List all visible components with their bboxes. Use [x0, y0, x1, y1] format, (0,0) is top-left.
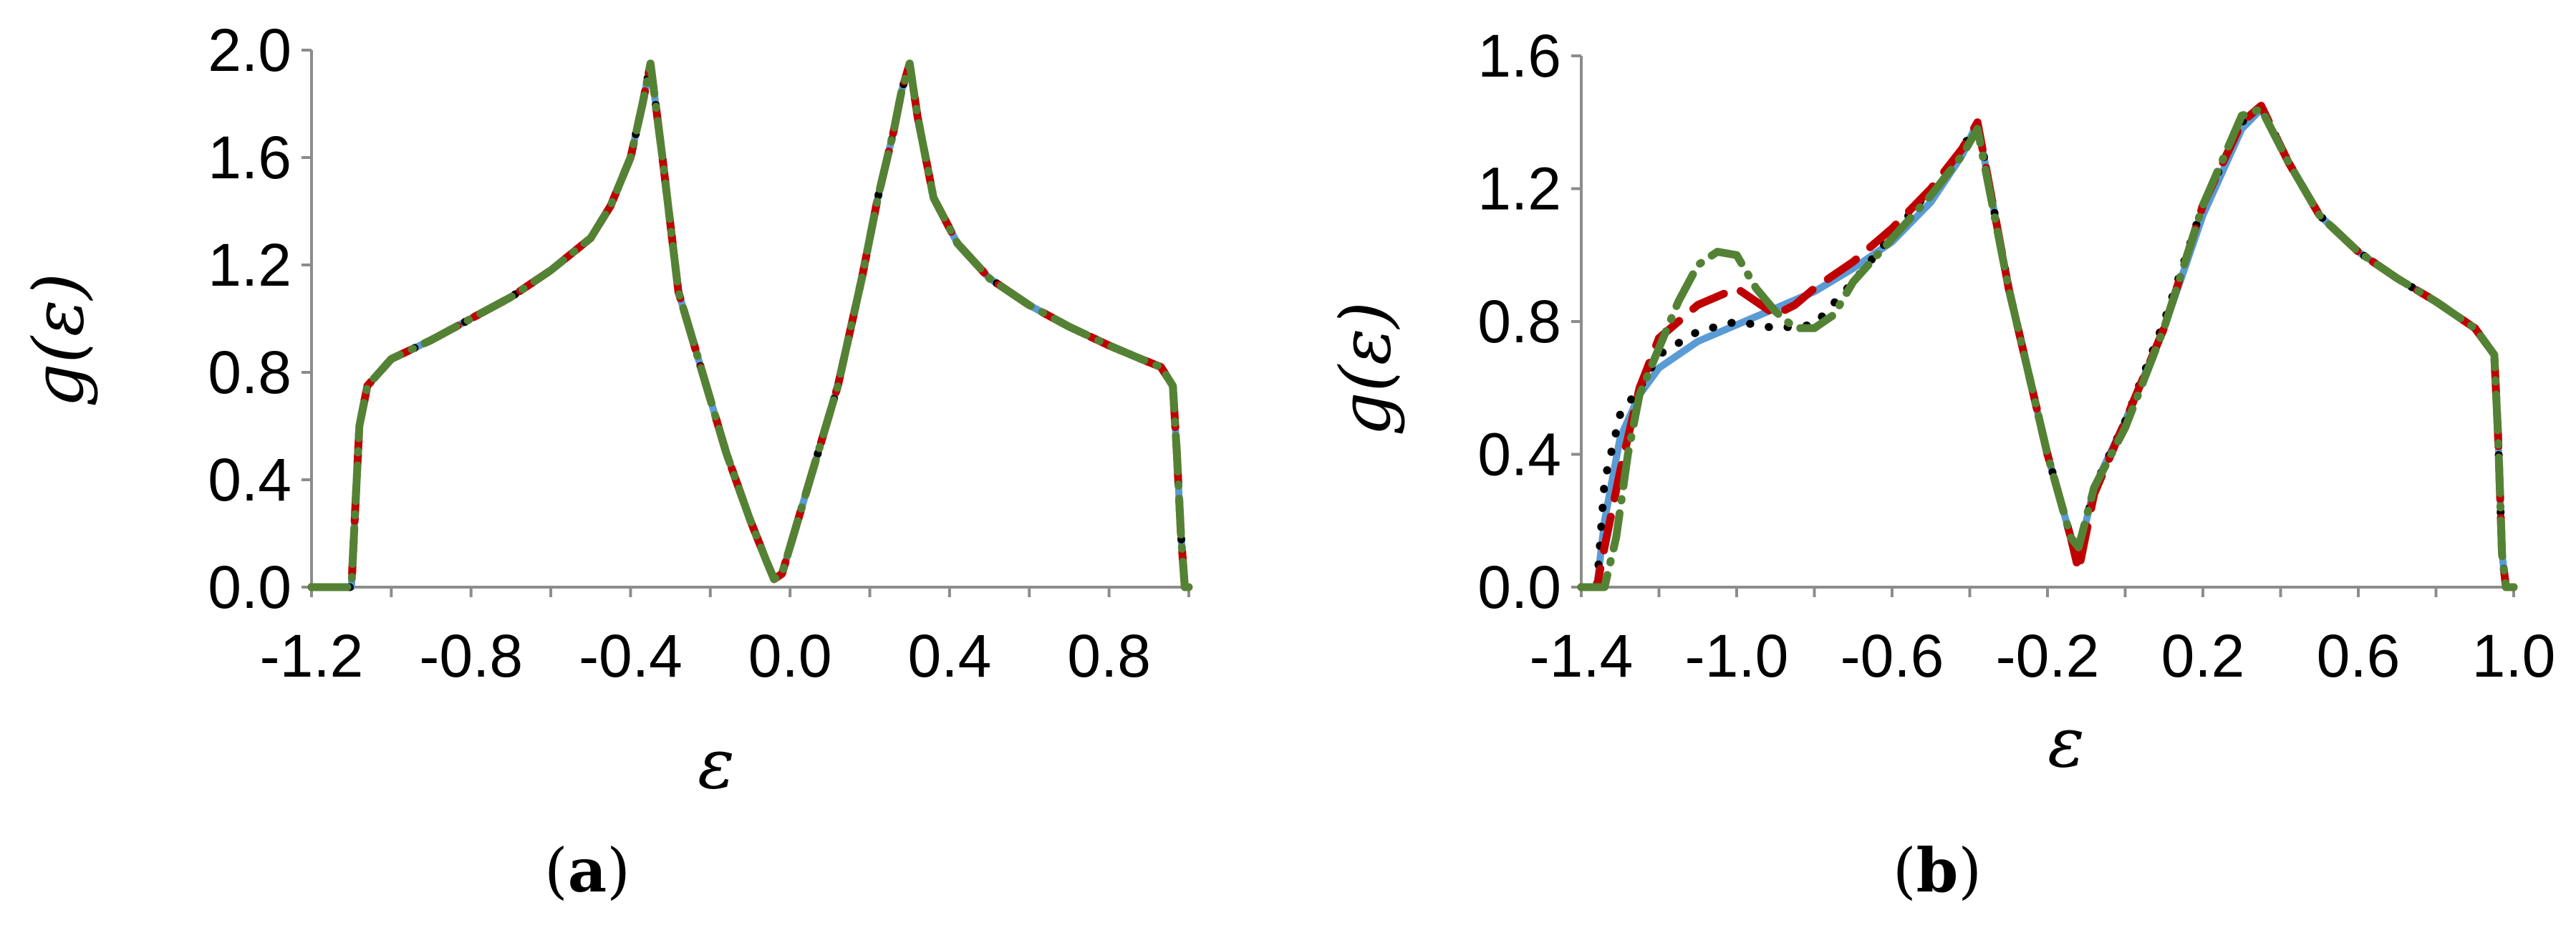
panel-b-y-tick-label: 0.8 — [1477, 288, 1561, 355]
panel-a-y-tick-label: 0.8 — [208, 339, 291, 406]
panel-a-y-tick-label: 1.2 — [208, 231, 291, 299]
panel-b-y-tick-label: 0.4 — [1477, 421, 1561, 488]
panel-a-x-tick-label: -0.8 — [419, 622, 523, 690]
panel-b-x-tick-label: -0.2 — [1996, 622, 2100, 690]
panel-b-chart: g(ε) ε (b) 0.0 0.4 0.8 1.2 1.6 -1.4 -1.0 -0.6 -0… — [1326, 22, 2555, 906]
panel-b-series-dashed-line — [1577, 102, 2518, 591]
panel-b-x-tick-label: -0.6 — [1841, 622, 1944, 690]
panel-b-y-tick-label: 1.6 — [1477, 22, 1561, 90]
panel-b-x-tick-label: 1.0 — [2472, 622, 2556, 690]
panel-a-x-tick-label: 0.4 — [908, 622, 992, 690]
panel-a-chart: g(ε) ε (a) 0.0 0.4 0.8 1.2 1.6 2.0 -1.2 -0.8 -0.… — [19, 16, 1193, 906]
panel-a-y-tick-label: 0.4 — [208, 446, 291, 513]
panel-b-caption: (b) — [1893, 835, 1982, 906]
panel-b-y-tick-label: 1.2 — [1477, 155, 1561, 223]
panel-a-x-tick-label: 0.8 — [1067, 622, 1151, 690]
panel-a-y-tick-label: 1.6 — [208, 124, 291, 191]
panel-a-x-tick-label: 0.0 — [748, 622, 832, 690]
panel-b-x-tick-label: -1.0 — [1685, 622, 1789, 690]
panel-a-y-tick-label: 2.0 — [208, 16, 291, 84]
panel-b-series-solid-line — [1578, 105, 2517, 591]
panel-b-x-tick-label: -1.4 — [1530, 622, 1634, 690]
panel-b-y-axis-label: g(ε) — [1326, 301, 1406, 436]
panel-b-x-tick-label: 0.2 — [2161, 622, 2245, 690]
panel-b-series-dotted-line — [1577, 102, 2518, 591]
panel-a-series-dash-dot-line — [307, 59, 1193, 591]
panel-b-series-dash-dot-line — [1577, 105, 2518, 591]
panel-a-x-tick-label: -1.2 — [260, 622, 364, 690]
panel-b-y-tick-label: 0.0 — [1477, 553, 1561, 621]
panel-a-y-axis-label: g(ε) — [19, 273, 99, 407]
panel-b-x-axis-label: ε — [2047, 702, 2085, 783]
panel-a-y-tick-label: 0.0 — [208, 553, 291, 621]
panel-b-x-tick-label: 0.6 — [2317, 622, 2401, 690]
panel-a-caption: (a) — [544, 835, 630, 906]
panel-a-x-tick-label: -0.4 — [579, 622, 682, 690]
panel-a-x-axis-label: ε — [698, 724, 735, 804]
